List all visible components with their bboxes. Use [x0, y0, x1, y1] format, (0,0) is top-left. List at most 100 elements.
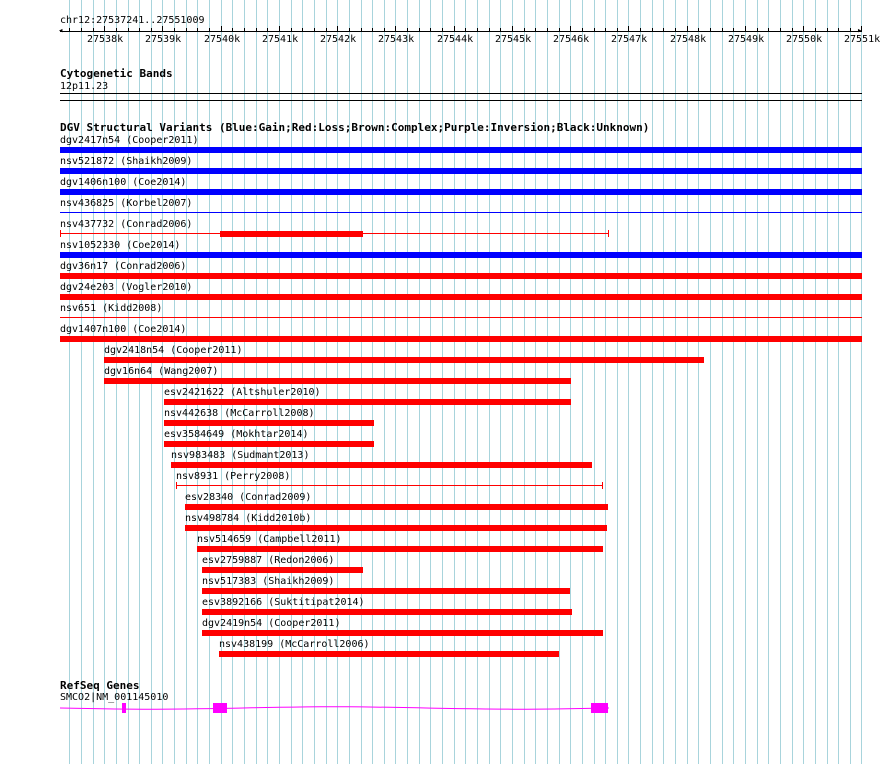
- dgv-feature-line[interactable]: [60, 317, 862, 318]
- refseq-gene-label[interactable]: SMCO2|NM_001145010: [60, 692, 169, 703]
- dgv-feature-label[interactable]: esv3892166 (Suktitipat2014): [202, 597, 365, 608]
- dgv-feature-label[interactable]: nsv442638 (McCarroll2008): [164, 408, 315, 419]
- cytoband-band-outline: [60, 100, 862, 101]
- dgv-feature-bar[interactable]: [60, 168, 862, 174]
- dgv-feature-label[interactable]: dgv24e203 (Vogler2010): [60, 282, 193, 293]
- gene-exon: [213, 703, 227, 713]
- dgv-feature-label[interactable]: nsv436825 (Korbel2007): [60, 198, 193, 209]
- dgv-feature-label[interactable]: esv2759887 (Redon2006): [202, 555, 335, 566]
- ruler-minor-tick: [477, 28, 478, 32]
- ruler-minor-tick: [757, 28, 758, 32]
- dgv-feature-line[interactable]: [176, 485, 602, 486]
- dgv-feature-bar[interactable]: [202, 567, 363, 573]
- ruler-minor-tick: [197, 28, 198, 32]
- refseq-gene-model[interactable]: [0, 700, 890, 718]
- dgv-feature-label[interactable]: dgv1407n100 (Coe2014): [60, 324, 187, 335]
- ruler-major-tick: [162, 26, 163, 32]
- ruler-minor-tick: [559, 28, 560, 32]
- dgv-feature-label[interactable]: nsv983483 (Sudmant2013): [171, 450, 310, 461]
- dgv-feature-label[interactable]: esv3584649 (Mokhtar2014): [164, 429, 309, 440]
- dgv-feature-bar[interactable]: [202, 588, 570, 594]
- ruler-right-arrow-icon: ▸: [857, 26, 863, 36]
- ruler-major-tick: [861, 26, 862, 32]
- ruler-minor-tick: [640, 28, 641, 32]
- ruler-minor-tick: [594, 28, 595, 32]
- dgv-feature-label[interactable]: nsv8931 (Perry2008): [176, 471, 291, 482]
- dgv-feature-bar[interactable]: [60, 336, 862, 342]
- dgv-feature-bar[interactable]: [197, 546, 603, 552]
- dgv-track-title[interactable]: DGV Structural Variants (Blue:Gain;Red:L…: [60, 121, 650, 134]
- dgv-feature-label[interactable]: esv28340 (Conrad2009): [185, 492, 312, 503]
- ruler-minor-tick: [81, 28, 82, 32]
- ruler-minor-tick: [174, 28, 175, 32]
- ruler-minor-tick: [722, 28, 723, 32]
- refseq-track-title[interactable]: RefSeq Genes: [60, 679, 140, 692]
- ruler-minor-tick: [256, 28, 257, 32]
- ruler-major-tick: [570, 26, 571, 32]
- ruler-minor-tick: [267, 28, 268, 32]
- ruler-major-tick: [279, 26, 280, 32]
- dgv-feature-label[interactable]: dgv2419n54 (Cooper2011): [202, 618, 341, 629]
- ruler-minor-tick: [547, 28, 548, 32]
- dgv-feature-label[interactable]: nsv498784 (Kidd2010b): [185, 513, 312, 524]
- dgv-feature-label[interactable]: nsv437732 (Conrad2006): [60, 219, 193, 230]
- ruler-tick-label: 27544k: [437, 34, 474, 45]
- ruler-minor-tick: [69, 28, 70, 32]
- dgv-feature-line[interactable]: [60, 212, 862, 213]
- dgv-feature-label[interactable]: dgv1406n100 (Coe2014): [60, 177, 187, 188]
- dgv-feature-bar[interactable]: [185, 504, 608, 510]
- dgv-feature-bar[interactable]: [60, 189, 862, 195]
- dgv-feature-label[interactable]: nsv521872 (Shaikh2009): [60, 156, 193, 167]
- ruler-minor-tick: [768, 28, 769, 32]
- ruler-tick-label: 27547k: [611, 34, 648, 45]
- dgv-feature-bar[interactable]: [60, 147, 862, 153]
- dgv-feature-label[interactable]: nsv651 (Kidd2008): [60, 303, 163, 314]
- ruler-minor-tick: [489, 28, 490, 32]
- ruler-major-tick: [337, 26, 338, 32]
- dgv-feature-bar[interactable]: [202, 630, 603, 636]
- dgv-feature-bar[interactable]: [104, 357, 704, 363]
- ruler-minor-tick: [698, 28, 699, 32]
- ruler-minor-tick: [186, 28, 187, 32]
- ruler-major-tick: [104, 26, 105, 32]
- ruler-minor-tick: [442, 28, 443, 32]
- ruler-minor-tick: [372, 28, 373, 32]
- ruler-minor-tick: [850, 28, 851, 32]
- ruler-minor-tick: [524, 28, 525, 32]
- region-label: chr12:27537241..27551009: [60, 15, 205, 26]
- cytoband-band[interactable]: [60, 93, 862, 94]
- dgv-feature-label[interactable]: esv2421622 (Altshuler2010): [164, 387, 321, 398]
- dgv-feature-bar[interactable]: [60, 252, 862, 258]
- dgv-feature-label[interactable]: nsv438199 (McCarroll2006): [219, 639, 370, 650]
- ruler-major-tick: [745, 26, 746, 32]
- ruler-major-tick: [687, 26, 688, 32]
- dgv-feature-label[interactable]: dgv2418n54 (Cooper2011): [104, 345, 243, 356]
- dgv-feature-bar[interactable]: [60, 273, 862, 279]
- ruler-axis[interactable]: [60, 31, 862, 32]
- dgv-feature-bar[interactable]: [164, 420, 374, 426]
- dgv-feature-label[interactable]: nsv1052330 (Coe2014): [60, 240, 181, 251]
- dgv-feature-label[interactable]: nsv514659 (Campbell2011): [197, 534, 342, 545]
- dgv-feature-bar[interactable]: [219, 651, 559, 657]
- dgv-feature-label[interactable]: dgv36n17 (Conrad2006): [60, 261, 187, 272]
- dgv-feature-label[interactable]: dgv2417n54 (Cooper2011): [60, 135, 199, 146]
- cytoband-track-title[interactable]: Cytogenetic Bands: [60, 67, 173, 80]
- ruler-major-tick: [454, 26, 455, 32]
- dgv-feature-thick-segment[interactable]: [220, 231, 363, 237]
- dgv-feature-bar[interactable]: [202, 609, 572, 615]
- ruler-minor-tick: [792, 28, 793, 32]
- ruler-minor-tick: [232, 28, 233, 32]
- ruler-minor-tick: [430, 28, 431, 32]
- dgv-feature-label[interactable]: dgv16n64 (Wang2007): [104, 366, 219, 377]
- dgv-feature-bar[interactable]: [164, 399, 571, 405]
- dgv-feature-bar[interactable]: [164, 441, 374, 447]
- ruler-tick-label: 27549k: [728, 34, 765, 45]
- ruler-minor-tick: [93, 28, 94, 32]
- dgv-feature-label[interactable]: nsv517383 (Shaikh2009): [202, 576, 335, 587]
- ruler-minor-tick: [605, 28, 606, 32]
- dgv-feature-bar[interactable]: [171, 462, 592, 468]
- dgv-feature-bar[interactable]: [104, 378, 571, 384]
- dgv-feature-bar[interactable]: [185, 525, 607, 531]
- ruler-major-tick: [395, 26, 396, 32]
- dgv-feature-bar[interactable]: [60, 294, 862, 300]
